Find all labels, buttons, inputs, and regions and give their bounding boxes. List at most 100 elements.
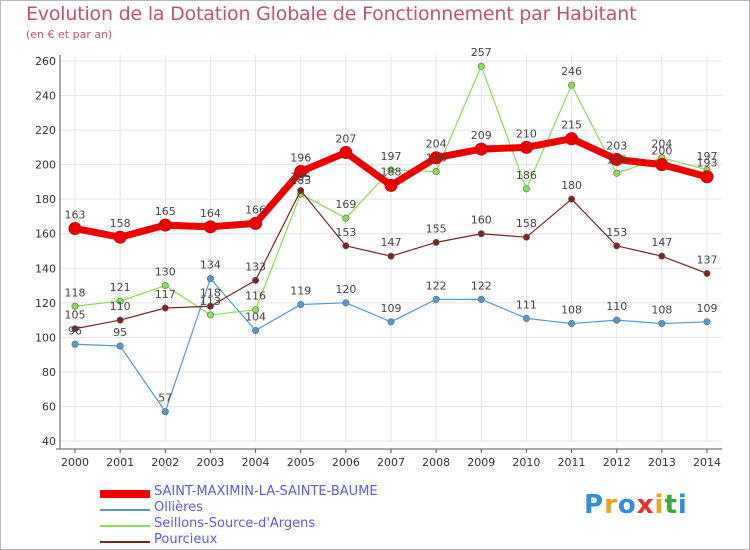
y-tick-label: 40	[42, 435, 56, 448]
data-point	[522, 233, 530, 241]
data-point	[158, 218, 172, 232]
x-tick-label: 2011	[558, 456, 586, 469]
y-tick-label: 60	[42, 400, 56, 413]
data-label: 118	[65, 286, 86, 299]
data-point	[342, 242, 350, 250]
data-point	[565, 132, 579, 146]
data-point	[613, 169, 621, 177]
data-label: 134	[200, 259, 221, 272]
logo-letter: o	[617, 490, 637, 520]
data-label: 109	[697, 302, 718, 315]
legend-label: Ollières	[154, 500, 203, 515]
data-label: 246	[561, 65, 582, 78]
legend-label: SAINT-MAXIMIN-LA-SAINTE-BAUME	[154, 484, 378, 499]
data-point	[610, 152, 624, 166]
data-point	[113, 230, 127, 244]
data-point	[161, 408, 169, 416]
data-label: 108	[561, 304, 582, 317]
data-label: 137	[697, 253, 718, 266]
data-label: 108	[651, 304, 672, 317]
data-label: 119	[290, 285, 311, 298]
data-label: 210	[516, 127, 537, 140]
x-tick-label: 2001	[106, 456, 134, 469]
logo-letter: t	[664, 490, 678, 520]
data-point	[203, 220, 217, 234]
x-tick-label: 2004	[242, 456, 270, 469]
data-label: 57	[158, 392, 172, 405]
data-point	[477, 295, 485, 303]
y-tick-label: 80	[42, 366, 56, 379]
x-tick-label: 2007	[377, 456, 405, 469]
data-label: 130	[155, 266, 176, 279]
logo-letter: i	[654, 490, 665, 520]
legend-label: Pourcieux	[154, 532, 218, 547]
y-tick-label: 240	[35, 90, 56, 103]
y-tick-label: 160	[35, 228, 56, 241]
data-label: 204	[651, 138, 672, 151]
data-point	[568, 81, 576, 89]
data-point	[161, 304, 169, 312]
data-label: 193	[697, 157, 718, 170]
data-point	[432, 168, 440, 176]
data-point	[297, 187, 305, 195]
data-point	[294, 165, 308, 179]
data-label: 197	[381, 150, 402, 163]
data-label: 204	[426, 138, 447, 151]
data-label: 183	[290, 174, 311, 187]
data-point	[68, 222, 82, 236]
x-tick-label: 2005	[287, 456, 315, 469]
data-label: 209	[471, 129, 492, 142]
data-label: 111	[516, 298, 537, 311]
data-label: 104	[245, 310, 266, 323]
data-point	[613, 242, 621, 250]
data-point	[384, 178, 398, 192]
data-point	[71, 325, 79, 333]
logo-letter: x	[636, 490, 655, 520]
data-point	[703, 318, 711, 326]
data-point	[116, 316, 124, 324]
data-label: 118	[200, 286, 221, 299]
x-tick-label: 2003	[196, 456, 224, 469]
logo-letter: P	[584, 490, 605, 520]
data-label: 165	[155, 205, 176, 218]
x-tick-label: 2014	[693, 456, 721, 469]
data-label: 207	[335, 133, 356, 146]
data-point	[387, 166, 395, 174]
data-label: 116	[245, 290, 266, 303]
legend-swatch	[100, 509, 150, 511]
data-label: 158	[110, 217, 131, 230]
data-label: 180	[561, 179, 582, 192]
data-point	[342, 299, 350, 307]
data-label: 95	[113, 326, 127, 339]
data-point	[432, 238, 440, 246]
data-label: 200	[651, 145, 672, 158]
data-point	[613, 316, 621, 324]
chart-title: Evolution de la Dotation Globale de Fonc…	[26, 3, 637, 25]
y-tick-label: 120	[35, 297, 56, 310]
data-point	[477, 230, 485, 238]
data-point	[116, 342, 124, 350]
data-label: 122	[471, 279, 492, 292]
data-label: 203	[606, 139, 627, 152]
data-label: 110	[110, 300, 131, 313]
data-point	[655, 158, 669, 172]
data-point	[658, 320, 666, 328]
data-label: 185	[290, 171, 311, 184]
data-point	[71, 302, 79, 310]
y-tick-label: 200	[35, 159, 56, 172]
data-point	[474, 142, 488, 156]
y-tick-label: 220	[35, 124, 56, 137]
x-tick-label: 2000	[61, 456, 89, 469]
data-point	[700, 170, 714, 184]
data-point	[387, 318, 395, 326]
x-tick-label: 2010	[512, 456, 540, 469]
data-point	[342, 214, 350, 222]
data-label: 188	[381, 165, 402, 178]
x-tick-label: 2009	[467, 456, 495, 469]
data-point	[429, 151, 443, 165]
legend-swatch	[100, 541, 150, 543]
x-tick-label: 2012	[603, 456, 631, 469]
x-tick-label: 2008	[422, 456, 450, 469]
data-point	[522, 314, 530, 322]
data-point	[477, 62, 485, 70]
